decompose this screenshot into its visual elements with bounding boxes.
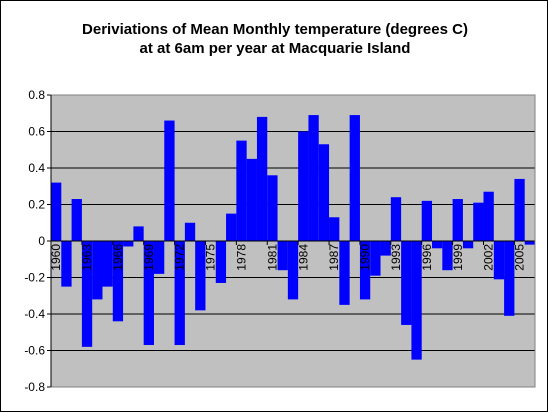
bar	[390, 197, 402, 241]
x-tick-label: 1987	[327, 244, 341, 271]
bar	[123, 241, 134, 247]
bar	[51, 182, 62, 241]
x-tick-label: 1963	[80, 244, 94, 271]
bar	[370, 241, 381, 276]
bar	[92, 241, 103, 300]
y-tick-label: -0.8	[24, 380, 45, 394]
x-tick-label: 1969	[142, 244, 156, 271]
bar	[112, 241, 124, 322]
bar	[308, 115, 319, 241]
bar	[277, 241, 288, 271]
bar	[153, 241, 165, 274]
y-tick-label: -0.2	[24, 271, 45, 285]
bar	[401, 241, 412, 325]
bar	[143, 241, 154, 346]
bar	[329, 217, 340, 241]
y-tick-label: 0	[38, 234, 45, 248]
bar	[442, 241, 453, 271]
bar	[514, 178, 525, 241]
x-tick-label: 1999	[451, 244, 465, 271]
bar	[504, 241, 515, 316]
bar	[81, 241, 93, 347]
x-tick-label: 1984	[296, 244, 310, 271]
bar	[411, 241, 422, 360]
y-tick-label: 0.4	[28, 161, 45, 175]
x-tick-label: 1990	[358, 244, 372, 271]
bar	[71, 199, 82, 241]
bar	[267, 175, 278, 241]
bar	[102, 241, 113, 287]
bar	[380, 241, 391, 256]
bar	[246, 158, 257, 241]
bar	[256, 116, 268, 241]
y-tick-label: -0.6	[24, 344, 45, 358]
bar	[359, 241, 371, 300]
bar	[432, 241, 443, 249]
bar	[339, 241, 350, 305]
bar	[236, 140, 247, 241]
plot-area: 0.8 0.6 0.4 0.2 0 -0.2 -0.4 -0.6 -0.8 1960 1963 196…	[24, 88, 536, 394]
y-tick-label: 0.8	[28, 88, 45, 102]
x-tick-label: 2002	[482, 244, 496, 271]
x-tick-label: 1978	[235, 244, 249, 271]
x-tick-label: 1996	[420, 244, 434, 271]
chart-title-line-2: at at 6am per year at Macquarie Island	[140, 40, 411, 57]
bar	[452, 199, 463, 241]
bar	[318, 144, 330, 241]
bar	[349, 115, 360, 241]
bar	[226, 213, 237, 241]
x-tick-label: 1993	[389, 244, 403, 271]
bar	[287, 241, 299, 300]
bar	[184, 222, 196, 241]
bar	[483, 191, 494, 241]
y-tick-label: -0.4	[24, 307, 45, 321]
x-tick-label: 1975	[204, 244, 218, 271]
bar	[61, 241, 72, 287]
x-tick-label: 2005	[513, 244, 527, 271]
bar	[133, 226, 144, 241]
bar	[421, 200, 433, 241]
y-tick-label: 0.6	[28, 125, 45, 139]
x-tick-label: 1960	[49, 244, 63, 271]
bar	[524, 241, 535, 245]
x-tick-label: 1972	[173, 244, 187, 271]
bar	[174, 241, 185, 346]
x-tick-label: 1966	[111, 244, 125, 271]
bar	[462, 241, 474, 249]
x-tick-label: 1981	[265, 244, 279, 271]
bar	[195, 241, 206, 311]
bar	[215, 241, 227, 283]
chart-title-line-1: Deriviations of Mean Monthly temperature…	[82, 21, 468, 38]
bar	[493, 241, 505, 280]
y-tick-label: 0.2	[28, 198, 45, 212]
bar	[473, 202, 484, 241]
bar	[164, 120, 175, 241]
bar	[298, 131, 309, 241]
